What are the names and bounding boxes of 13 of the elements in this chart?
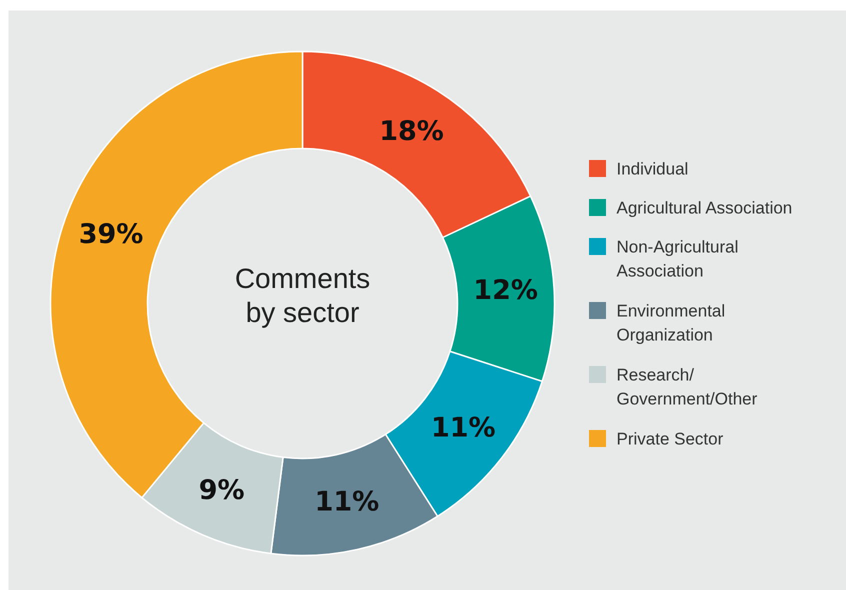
- legend-label: Environmental Organization: [616, 302, 726, 344]
- data-label: 9%: [198, 474, 245, 506]
- legend-label: Non-Agricultural Association: [616, 238, 738, 280]
- data-label: 11%: [314, 486, 380, 518]
- legend-label: Individual: [616, 160, 688, 178]
- data-label: 12%: [473, 275, 538, 306]
- data-label: 39%: [78, 219, 144, 250]
- legend-label: Research/ Government/Other: [616, 366, 758, 408]
- text: Comments by sector: [234, 262, 370, 328]
- data-label: 11%: [430, 412, 496, 444]
- data-label: 18%: [379, 116, 444, 148]
- legend-label: Private Sector: [616, 430, 724, 448]
- legend-label: Agricultural Association: [616, 198, 792, 218]
